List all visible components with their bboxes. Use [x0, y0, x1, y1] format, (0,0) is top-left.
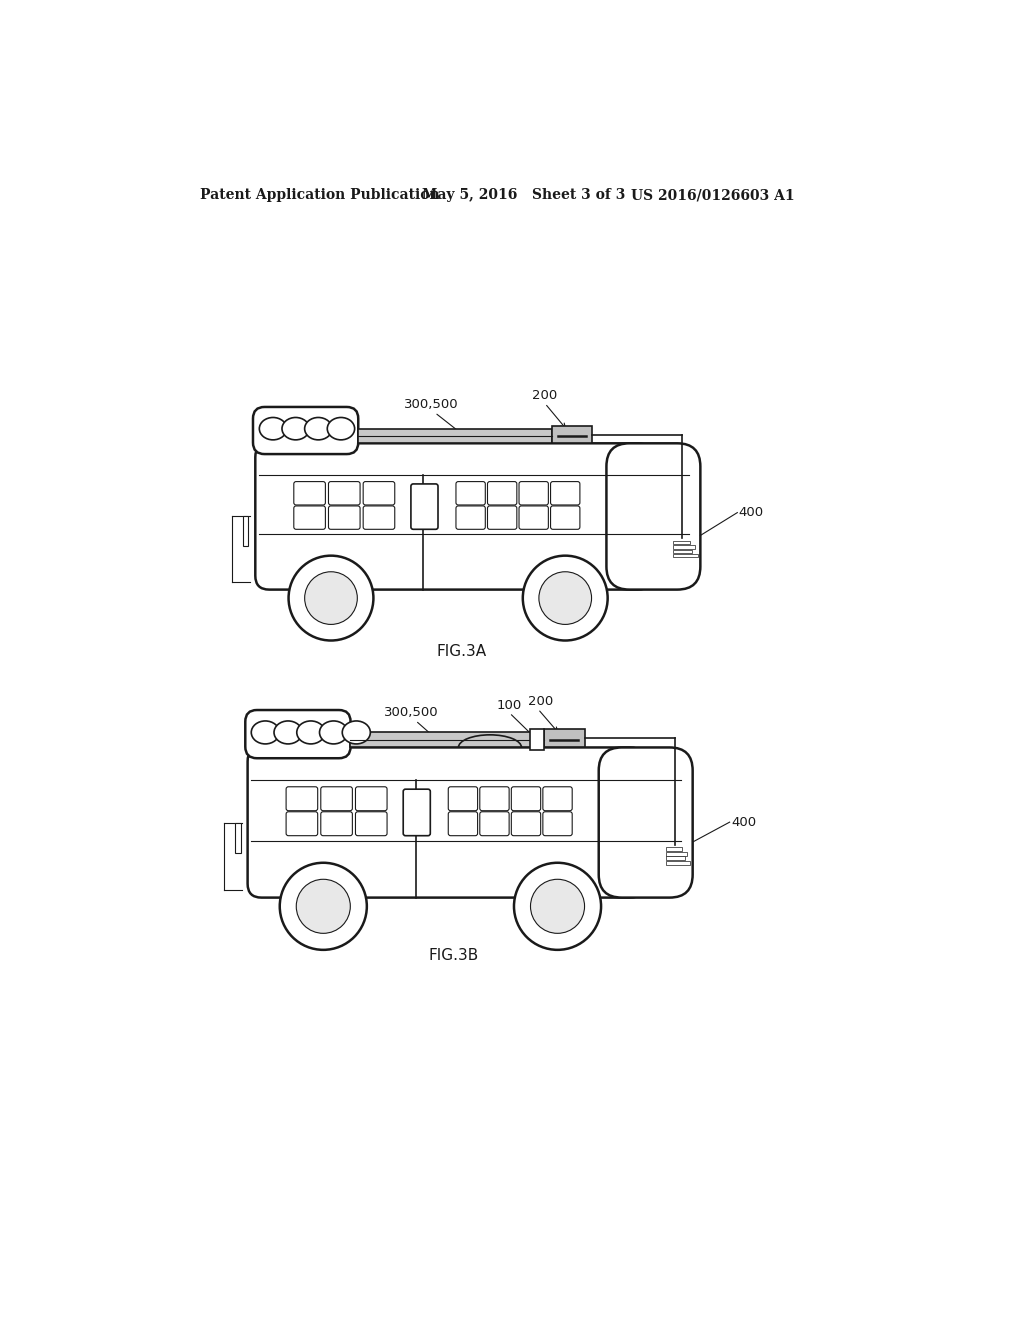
FancyBboxPatch shape: [286, 812, 317, 836]
FancyBboxPatch shape: [255, 444, 652, 590]
FancyBboxPatch shape: [329, 482, 360, 506]
Ellipse shape: [259, 417, 287, 440]
FancyBboxPatch shape: [511, 812, 541, 836]
Text: 400: 400: [731, 816, 757, 829]
Ellipse shape: [274, 721, 302, 744]
Bar: [674, 549, 692, 553]
FancyBboxPatch shape: [480, 812, 509, 836]
FancyBboxPatch shape: [449, 787, 477, 810]
Ellipse shape: [289, 556, 374, 640]
Ellipse shape: [282, 417, 309, 440]
Text: 300,500: 300,500: [403, 399, 458, 412]
FancyBboxPatch shape: [519, 482, 549, 506]
Bar: [544, 730, 585, 747]
Text: 200: 200: [527, 694, 553, 708]
FancyBboxPatch shape: [246, 710, 350, 758]
FancyBboxPatch shape: [456, 482, 485, 506]
Bar: [666, 851, 687, 855]
Text: 200: 200: [532, 389, 557, 403]
FancyBboxPatch shape: [551, 506, 580, 529]
FancyBboxPatch shape: [329, 506, 360, 529]
FancyBboxPatch shape: [511, 787, 541, 810]
Ellipse shape: [539, 572, 592, 624]
Text: 100: 100: [497, 698, 522, 711]
FancyBboxPatch shape: [294, 506, 326, 529]
Bar: [358, 429, 552, 444]
FancyBboxPatch shape: [321, 812, 352, 836]
Ellipse shape: [319, 721, 347, 744]
Ellipse shape: [296, 879, 350, 933]
Text: Patent Application Publication: Patent Application Publication: [200, 189, 439, 202]
FancyBboxPatch shape: [355, 787, 387, 810]
FancyBboxPatch shape: [403, 789, 430, 836]
Ellipse shape: [530, 879, 585, 933]
FancyBboxPatch shape: [253, 407, 358, 454]
FancyBboxPatch shape: [456, 506, 485, 529]
FancyBboxPatch shape: [606, 444, 700, 590]
Text: US 2016/0126603 A1: US 2016/0126603 A1: [631, 189, 795, 202]
Bar: [236, 822, 241, 853]
Ellipse shape: [342, 721, 371, 744]
Bar: [552, 426, 592, 444]
FancyBboxPatch shape: [543, 787, 572, 810]
FancyBboxPatch shape: [551, 482, 580, 506]
FancyBboxPatch shape: [449, 812, 477, 836]
FancyBboxPatch shape: [599, 747, 692, 898]
Ellipse shape: [523, 556, 607, 640]
Bar: [674, 545, 695, 549]
FancyBboxPatch shape: [364, 482, 395, 506]
Ellipse shape: [328, 417, 354, 440]
Text: 400: 400: [739, 506, 764, 519]
Bar: [243, 516, 249, 545]
Bar: [530, 730, 544, 751]
FancyBboxPatch shape: [286, 787, 317, 810]
FancyBboxPatch shape: [487, 506, 517, 529]
Text: FIG.3B: FIG.3B: [429, 948, 479, 962]
Bar: [674, 554, 697, 557]
FancyBboxPatch shape: [543, 812, 572, 836]
Bar: [350, 733, 544, 747]
Bar: [674, 541, 689, 544]
Text: 300,500: 300,500: [384, 706, 439, 719]
Ellipse shape: [304, 417, 332, 440]
Text: FIG.3A: FIG.3A: [436, 644, 486, 659]
FancyBboxPatch shape: [411, 484, 438, 529]
Bar: [666, 861, 690, 865]
FancyBboxPatch shape: [294, 482, 326, 506]
FancyBboxPatch shape: [480, 787, 509, 810]
FancyBboxPatch shape: [487, 482, 517, 506]
Bar: [666, 857, 685, 861]
FancyBboxPatch shape: [519, 506, 549, 529]
Bar: [666, 847, 682, 851]
Ellipse shape: [514, 863, 601, 950]
FancyBboxPatch shape: [321, 787, 352, 810]
FancyBboxPatch shape: [364, 506, 395, 529]
Ellipse shape: [297, 721, 325, 744]
FancyBboxPatch shape: [355, 812, 387, 836]
FancyBboxPatch shape: [248, 747, 644, 898]
Ellipse shape: [280, 863, 367, 950]
Ellipse shape: [251, 721, 280, 744]
Text: May 5, 2016   Sheet 3 of 3: May 5, 2016 Sheet 3 of 3: [422, 189, 625, 202]
Ellipse shape: [305, 572, 357, 624]
